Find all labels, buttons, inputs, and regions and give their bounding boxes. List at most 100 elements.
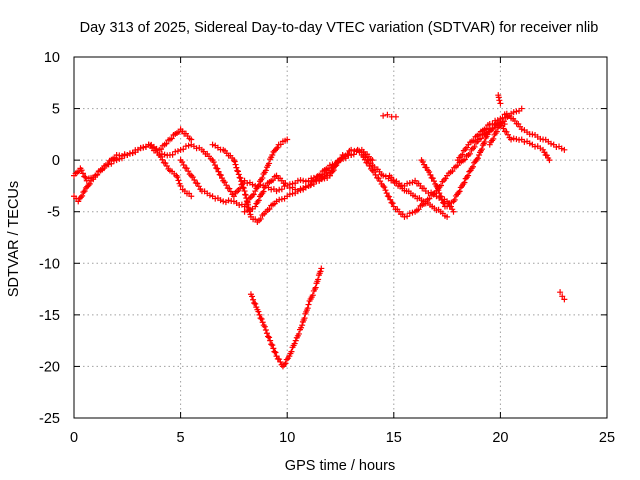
data-point bbox=[217, 197, 224, 204]
data-point bbox=[348, 146, 355, 153]
data-point bbox=[384, 111, 391, 118]
data-point bbox=[86, 180, 93, 187]
y-axis-label: SDTVAR / TECUs bbox=[6, 181, 22, 297]
data-point bbox=[273, 146, 280, 153]
data-point bbox=[269, 177, 276, 184]
data-point bbox=[450, 208, 457, 215]
data-point bbox=[344, 151, 351, 158]
data-point bbox=[188, 136, 195, 143]
data-point bbox=[288, 348, 295, 355]
data-point bbox=[546, 157, 553, 164]
data-point bbox=[249, 293, 256, 300]
data-point bbox=[168, 135, 175, 142]
data-point bbox=[317, 268, 324, 275]
data-point bbox=[257, 215, 264, 222]
series-track-d bbox=[177, 136, 291, 210]
data-point bbox=[444, 203, 451, 210]
data-point bbox=[561, 296, 568, 303]
data-point bbox=[161, 151, 168, 158]
data-point bbox=[261, 323, 268, 330]
data-point bbox=[239, 184, 246, 191]
data-point bbox=[77, 194, 84, 201]
data-point bbox=[82, 174, 89, 181]
y-tick-label: 10 bbox=[44, 50, 60, 66]
data-point bbox=[211, 162, 218, 169]
data-point bbox=[255, 197, 262, 204]
data-point bbox=[508, 136, 515, 143]
data-point bbox=[256, 311, 263, 318]
data-point bbox=[266, 334, 273, 341]
data-point bbox=[284, 136, 291, 143]
data-point bbox=[383, 190, 390, 197]
data-point bbox=[277, 141, 284, 148]
data-point bbox=[469, 163, 476, 170]
data-point bbox=[332, 163, 339, 169]
x-tick-label: 20 bbox=[492, 430, 508, 446]
data-point bbox=[263, 330, 270, 337]
data-point bbox=[235, 171, 242, 178]
data-point bbox=[380, 172, 387, 179]
data-point bbox=[206, 192, 213, 199]
data-point bbox=[252, 188, 259, 195]
data-point bbox=[423, 164, 430, 171]
data-point bbox=[250, 296, 257, 303]
y-tick-label: -15 bbox=[39, 308, 60, 324]
data-point bbox=[526, 140, 533, 147]
data-point bbox=[558, 145, 565, 152]
data-point bbox=[163, 140, 170, 147]
data-point bbox=[210, 159, 217, 166]
data-point bbox=[230, 193, 237, 200]
data-point bbox=[489, 125, 496, 132]
data-point bbox=[177, 182, 184, 189]
data-point bbox=[273, 188, 280, 195]
data-point bbox=[466, 168, 473, 175]
data-point bbox=[461, 156, 468, 163]
data-point bbox=[494, 117, 501, 124]
data-point bbox=[310, 181, 317, 188]
x-axis-label: GPS time / hours bbox=[285, 458, 395, 474]
data-point bbox=[427, 171, 434, 178]
data-point bbox=[220, 198, 227, 205]
data-point bbox=[294, 177, 301, 184]
data-point bbox=[269, 151, 276, 158]
data-point bbox=[326, 172, 333, 179]
data-point bbox=[225, 197, 232, 204]
data-point bbox=[541, 149, 548, 156]
data-point bbox=[466, 150, 473, 157]
data-point bbox=[301, 315, 308, 322]
data-point bbox=[476, 151, 483, 158]
data-point bbox=[282, 360, 289, 367]
data-point bbox=[381, 184, 388, 191]
data-point bbox=[559, 293, 566, 300]
data-point bbox=[257, 315, 264, 322]
series-track-k bbox=[454, 110, 568, 164]
data-point bbox=[489, 120, 496, 127]
data-point bbox=[510, 135, 517, 142]
series-track-m bbox=[380, 111, 399, 120]
data-point bbox=[75, 198, 82, 205]
data-point bbox=[81, 188, 88, 195]
data-point bbox=[180, 146, 187, 153]
data-point bbox=[493, 128, 500, 135]
data-point bbox=[441, 200, 448, 207]
data-point bbox=[481, 138, 488, 145]
chart-title: Day 313 of 2025, Sidereal Day-to-day VTE… bbox=[80, 20, 599, 36]
data-point bbox=[262, 326, 269, 333]
data-point bbox=[309, 292, 316, 299]
data-point bbox=[444, 213, 451, 220]
data-point bbox=[318, 265, 325, 272]
data-point bbox=[321, 173, 328, 180]
data-point bbox=[274, 144, 281, 151]
data-point bbox=[426, 168, 433, 175]
data-point bbox=[174, 174, 181, 181]
data-point bbox=[518, 105, 525, 112]
data-point bbox=[419, 158, 426, 165]
data-point bbox=[262, 167, 269, 174]
data-point bbox=[158, 150, 165, 157]
data-series bbox=[71, 92, 568, 370]
data-point bbox=[465, 172, 472, 179]
data-point bbox=[499, 114, 506, 121]
y-tick-label: 0 bbox=[52, 153, 60, 169]
data-point bbox=[304, 305, 311, 312]
